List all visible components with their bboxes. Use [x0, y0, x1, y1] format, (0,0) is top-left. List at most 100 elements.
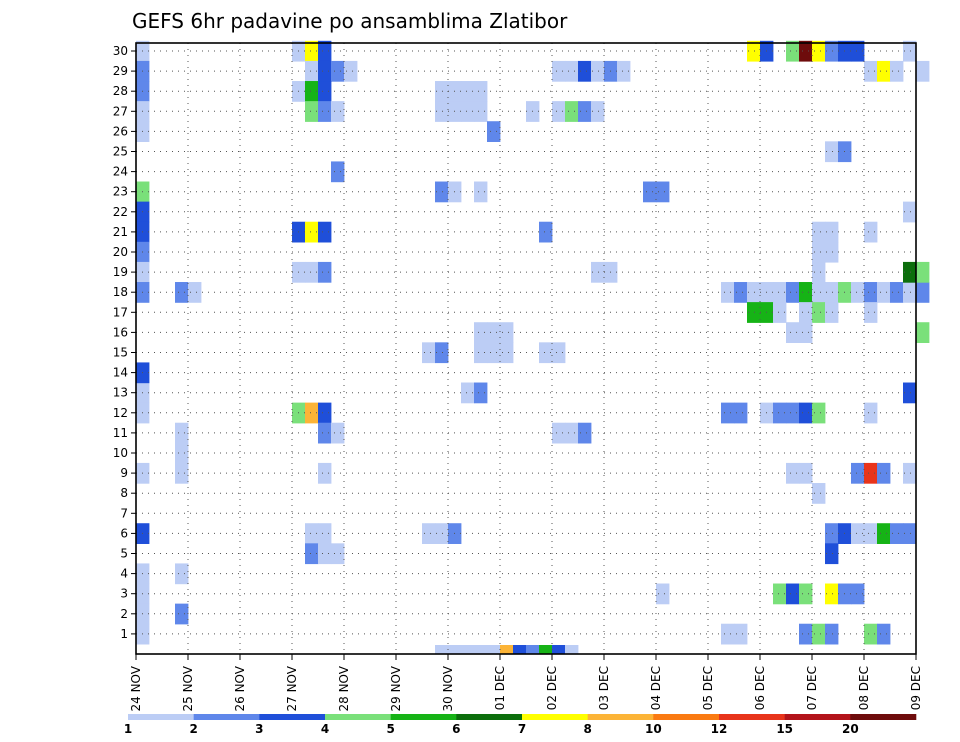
heatmap-cell — [305, 523, 319, 544]
heatmap-cell — [188, 282, 202, 303]
colorbar-label: 10 — [645, 722, 662, 736]
heatmap-cell — [305, 543, 319, 565]
colorbar-swatch — [259, 714, 326, 720]
heatmap-cell — [812, 261, 826, 283]
heatmap-cell — [903, 462, 917, 484]
heatmap-cell — [877, 462, 891, 484]
x-tick-label: 26 NOV — [233, 665, 247, 711]
x-tick-label: 02 DEC — [545, 666, 559, 710]
heatmap-cell — [474, 181, 488, 203]
heatmap-cell — [474, 81, 488, 102]
heatmap-cell — [487, 342, 501, 364]
heatmap-cell — [318, 40, 332, 62]
heatmap-cell — [552, 645, 566, 655]
heatmap-cell — [318, 81, 332, 102]
heatmap-cell — [734, 402, 748, 424]
heatmap-cell — [877, 523, 891, 544]
colorbar-label: 6 — [452, 722, 460, 736]
heatmap-cell — [903, 40, 917, 62]
heatmap-cell — [487, 322, 501, 343]
heatmap-cell — [344, 60, 358, 82]
heatmap-cell — [305, 81, 319, 102]
heatmap-cell — [331, 101, 345, 122]
heatmap-cell — [318, 422, 332, 444]
x-tick-label: 28 NOV — [337, 665, 351, 711]
heatmap-cell — [552, 422, 566, 444]
heatmap-cell — [812, 221, 826, 243]
x-tick-label: 27 NOV — [285, 665, 299, 711]
heatmap-cell — [773, 282, 787, 303]
heatmap-cell — [825, 523, 839, 544]
heatmap-cell — [474, 101, 488, 122]
heatmap-cell — [500, 342, 514, 364]
y-tick-label: 14 — [113, 366, 128, 380]
heatmap-cell — [331, 60, 345, 82]
grid-layer — [136, 43, 916, 654]
heatmap-cell — [318, 543, 332, 565]
heatmap-cell — [903, 523, 917, 544]
heatmap-cell — [461, 645, 475, 655]
y-tick-label: 18 — [113, 285, 128, 299]
heatmap-cell — [656, 583, 670, 605]
y-tick-label: 28 — [113, 84, 128, 98]
heatmap-cell — [747, 282, 761, 303]
heatmap-cell — [812, 402, 826, 424]
heatmap-cell — [799, 40, 813, 62]
heatmap-cell — [305, 40, 319, 62]
y-tick-label: 29 — [113, 64, 128, 78]
heatmap-cell — [448, 645, 462, 655]
heatmap-cell — [812, 623, 826, 645]
heatmap-cell — [916, 60, 930, 82]
heatmap-cell — [474, 322, 488, 343]
heatmap-cell — [786, 282, 800, 303]
heatmap-cell — [461, 101, 475, 122]
heatmap-cell — [851, 523, 865, 544]
heatmap-cell — [799, 462, 813, 484]
heatmap-cell — [877, 623, 891, 645]
heatmap-cell — [539, 342, 553, 364]
y-tick-label: 15 — [113, 346, 128, 360]
colorbar-swatch — [522, 714, 588, 720]
heatmap-cell — [526, 645, 540, 655]
y-tick-label: 13 — [113, 386, 128, 400]
heatmap-cell — [643, 181, 657, 203]
heatmap-cell — [864, 462, 878, 484]
heatmap-cell — [539, 221, 553, 243]
heatmap-cell — [331, 161, 345, 183]
x-tick-label: 30 NOV — [441, 665, 455, 711]
heatmap-cell — [825, 282, 839, 303]
heatmap-cell — [734, 282, 748, 303]
heatmap-cell — [474, 382, 488, 404]
x-tick-label: 05 DEC — [701, 666, 715, 710]
heatmap-cell — [305, 60, 319, 82]
colorbar-label: 5 — [386, 722, 394, 736]
heatmap-cell — [773, 302, 787, 323]
heatmap-cell — [734, 623, 748, 645]
y-tick-label: 20 — [113, 245, 128, 259]
heatmap-cell — [721, 402, 735, 424]
x-axis: 24 NOV 25 NOV 26 NOV 27 NOV 28 NOV 29 NOV 30 N… — [129, 654, 923, 712]
heatmap-cell — [513, 645, 527, 655]
y-tick-label: 1 — [120, 627, 128, 641]
y-tick-label: 17 — [113, 305, 128, 319]
heatmap-cell — [799, 282, 813, 303]
heatmap-cell — [435, 101, 449, 122]
heatmap-cell — [799, 583, 813, 605]
heatmap-cell — [591, 101, 605, 122]
y-tick-label: 21 — [113, 225, 128, 239]
heatmap-cell — [825, 241, 839, 263]
heatmap-cell — [435, 181, 449, 203]
heatmap-cell — [175, 422, 189, 444]
heatmap-cell — [851, 282, 865, 303]
y-tick-label: 6 — [120, 526, 128, 540]
heatmap-cell — [890, 282, 904, 303]
heatmap-cell — [812, 40, 826, 62]
heatmap-cell — [175, 282, 189, 303]
x-tick-label: 24 NOV — [129, 665, 143, 711]
heatmap-cell — [812, 241, 826, 263]
x-tick-label: 25 NOV — [181, 665, 195, 711]
heatmap-cell — [812, 282, 826, 303]
x-tick-label: 06 DEC — [753, 666, 767, 710]
x-tick-label: 04 DEC — [649, 666, 663, 710]
